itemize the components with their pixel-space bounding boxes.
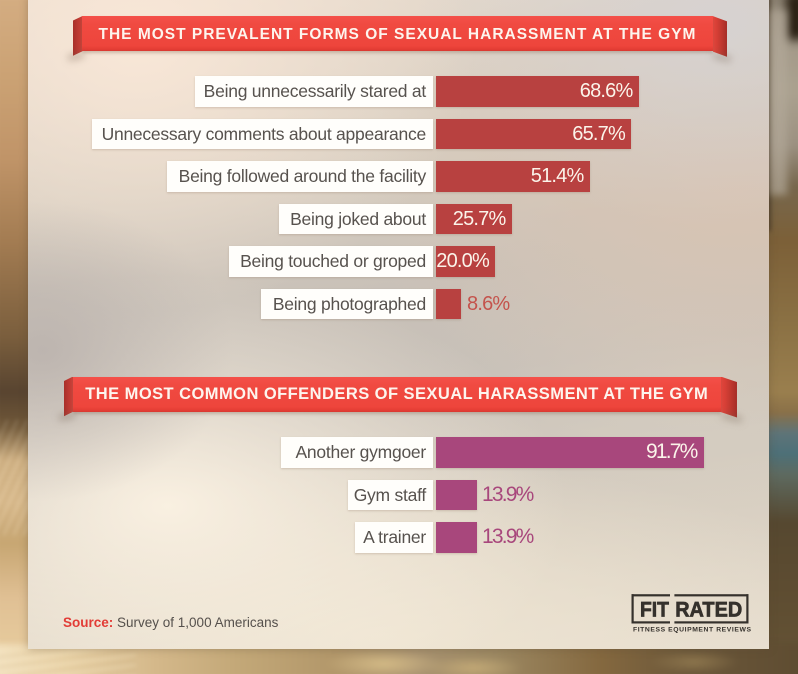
- svg-text:FIT: FIT: [640, 599, 669, 622]
- svg-text:FITNESS EQUIPMENT REVIEWS: FITNESS EQUIPMENT REVIEWS: [633, 627, 751, 634]
- svg-text:RATED: RATED: [675, 599, 742, 622]
